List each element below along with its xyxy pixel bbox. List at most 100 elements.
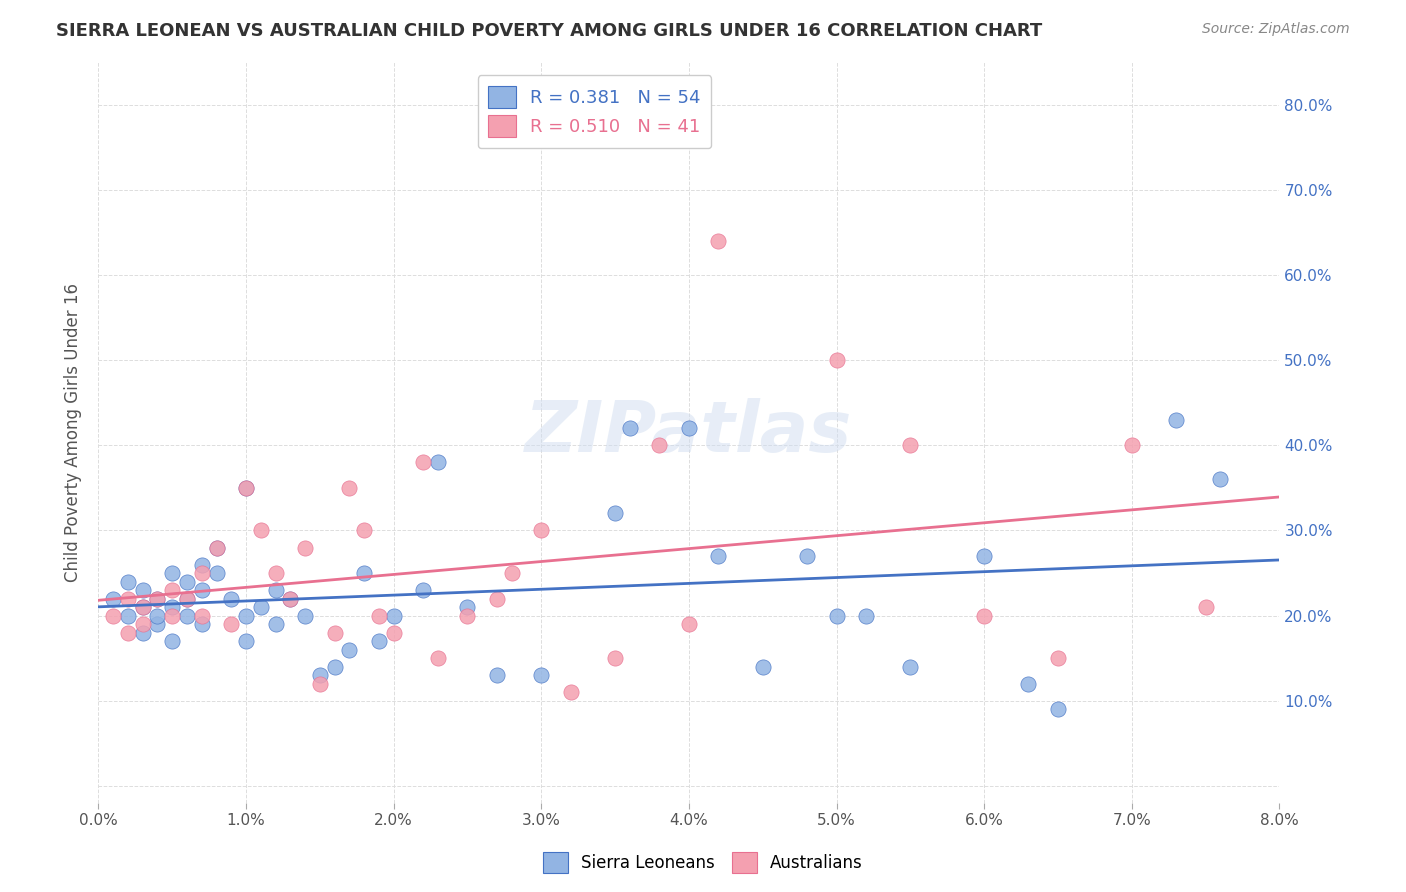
Point	[176, 574, 198, 589]
Point	[117, 608, 139, 623]
Point	[280, 591, 302, 606]
Point	[900, 659, 922, 673]
Point	[103, 591, 125, 606]
Point	[191, 608, 214, 623]
Point	[973, 608, 995, 623]
Point	[162, 608, 183, 623]
Point	[648, 438, 671, 452]
Point	[294, 541, 316, 555]
Point	[132, 600, 155, 615]
Point	[280, 591, 302, 606]
Point	[353, 524, 375, 538]
Point	[1195, 600, 1218, 615]
Point	[605, 651, 627, 665]
Point	[162, 600, 183, 615]
Point	[132, 582, 155, 597]
Point	[605, 507, 627, 521]
Point	[323, 659, 346, 673]
Point	[146, 608, 169, 623]
Point	[368, 634, 391, 648]
Point	[221, 617, 243, 632]
Point	[530, 524, 553, 538]
Point	[900, 438, 922, 452]
Point	[796, 549, 818, 563]
Point	[221, 591, 243, 606]
Point	[235, 608, 257, 623]
Point	[339, 481, 361, 495]
Point	[353, 566, 375, 580]
Point	[309, 676, 332, 690]
Point	[250, 600, 273, 615]
Point	[264, 582, 287, 597]
Point	[162, 566, 183, 580]
Point	[1209, 472, 1232, 486]
Point	[205, 541, 228, 555]
Point	[235, 481, 257, 495]
Point	[117, 574, 139, 589]
Point	[162, 634, 183, 648]
Point	[264, 566, 287, 580]
Point	[1121, 438, 1143, 452]
Point	[117, 625, 139, 640]
Point	[427, 455, 450, 469]
Point	[412, 582, 434, 597]
Point	[191, 558, 214, 572]
Point	[117, 591, 139, 606]
Point	[457, 600, 479, 615]
Point	[103, 608, 125, 623]
Point	[825, 353, 848, 368]
Point	[619, 421, 641, 435]
Point	[501, 566, 523, 580]
Point	[146, 591, 169, 606]
Point	[191, 566, 214, 580]
Text: SIERRA LEONEAN VS AUSTRALIAN CHILD POVERTY AMONG GIRLS UNDER 16 CORRELATION CHAR: SIERRA LEONEAN VS AUSTRALIAN CHILD POVER…	[56, 22, 1042, 40]
Point	[132, 600, 155, 615]
Point	[486, 591, 509, 606]
Legend: R = 0.381   N = 54, R = 0.510   N = 41: R = 0.381 N = 54, R = 0.510 N = 41	[478, 75, 711, 148]
Point	[235, 481, 257, 495]
Point	[323, 625, 346, 640]
Point	[146, 591, 169, 606]
Point	[382, 608, 405, 623]
Point	[309, 668, 332, 682]
Point	[176, 591, 198, 606]
Point	[191, 582, 214, 597]
Point	[1046, 651, 1070, 665]
Point	[205, 541, 228, 555]
Point	[427, 651, 450, 665]
Point	[339, 642, 361, 657]
Legend: Sierra Leoneans, Australians: Sierra Leoneans, Australians	[537, 846, 869, 880]
Point	[486, 668, 509, 682]
Point	[132, 617, 155, 632]
Point	[855, 608, 877, 623]
Point	[235, 634, 257, 648]
Point	[707, 549, 730, 563]
Point	[205, 566, 228, 580]
Point	[176, 608, 198, 623]
Point	[973, 549, 995, 563]
Point	[1166, 413, 1188, 427]
Point	[250, 524, 273, 538]
Y-axis label: Child Poverty Among Girls Under 16: Child Poverty Among Girls Under 16	[65, 283, 83, 582]
Point	[146, 617, 169, 632]
Point	[264, 617, 287, 632]
Point	[457, 608, 479, 623]
Text: Source: ZipAtlas.com: Source: ZipAtlas.com	[1202, 22, 1350, 37]
Point	[1046, 702, 1070, 716]
Point	[132, 625, 155, 640]
Point	[191, 617, 214, 632]
Point	[382, 625, 405, 640]
Point	[1018, 676, 1040, 690]
Point	[530, 668, 553, 682]
Point	[162, 582, 183, 597]
Point	[412, 455, 434, 469]
Point	[678, 421, 700, 435]
Point	[825, 608, 848, 623]
Point	[368, 608, 391, 623]
Point	[678, 617, 700, 632]
Point	[707, 234, 730, 248]
Point	[176, 591, 198, 606]
Point	[752, 659, 775, 673]
Text: ZIPatlas: ZIPatlas	[526, 398, 852, 467]
Point	[294, 608, 316, 623]
